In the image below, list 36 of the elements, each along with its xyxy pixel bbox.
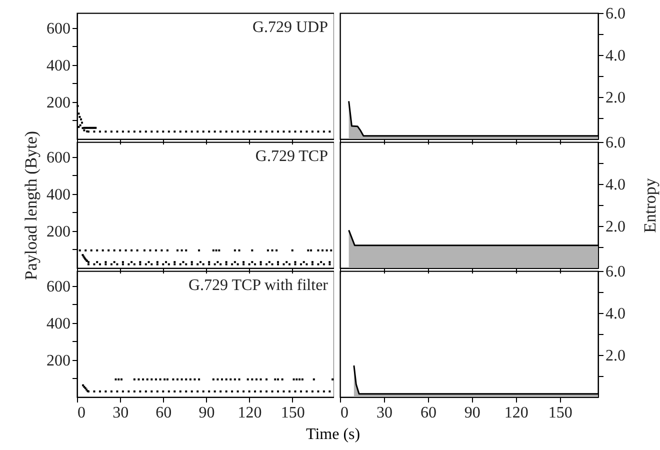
x-tick-label: 60 [420,404,436,422]
y-axis-title: Payload length (Byte) [22,130,40,280]
x-tick-label: 90 [464,404,480,422]
y-tick-label: 200 [46,94,70,112]
y-tick-label: 200 [46,223,70,240]
y-tick-label: 4.0 [606,48,626,64]
chart-title: G.729 TCP with filter [188,277,329,294]
y-axis-title: Entropy [640,178,660,233]
y-tick-label: 600 [46,20,70,38]
y-tick-label: 400 [46,186,70,204]
y-tick-label: 2.0 [606,90,626,106]
y-tick-label: 2.0 [606,218,626,236]
chart-title: G.729 TCP [255,148,328,165]
y-tick-label: 6.0 [606,264,626,280]
x-tick-label: 90 [198,404,215,422]
x-tick-label: 120 [504,404,528,422]
x-axis-title: Time (s) [306,426,360,444]
x-tick-label: 120 [238,404,262,422]
y-tick-label: 400 [46,57,70,74]
x-tick-label: 150 [548,404,572,422]
y-tick-label: 4.0 [606,306,626,322]
y-tick-label: 6.0 [606,6,626,22]
x-tick-label: 60 [156,404,172,422]
y-tick-label: 200 [46,352,70,370]
chart-title: G.729 UDP [252,19,328,36]
y-tick-label: 6.0 [606,134,626,152]
y-tick-label: 400 [46,315,70,332]
x-tick-label: 0 [78,404,86,422]
x-tick-label: 30 [112,404,129,422]
y-tick-label: 600 [46,149,70,166]
y-tick-label: 2.0 [606,348,626,364]
y-tick-label: 600 [46,278,70,296]
x-tick-label: 30 [376,404,392,422]
x-tick-label: 0 [340,404,348,422]
x-tick-label: 150 [280,404,305,422]
y-tick-label: 4.0 [606,176,626,194]
